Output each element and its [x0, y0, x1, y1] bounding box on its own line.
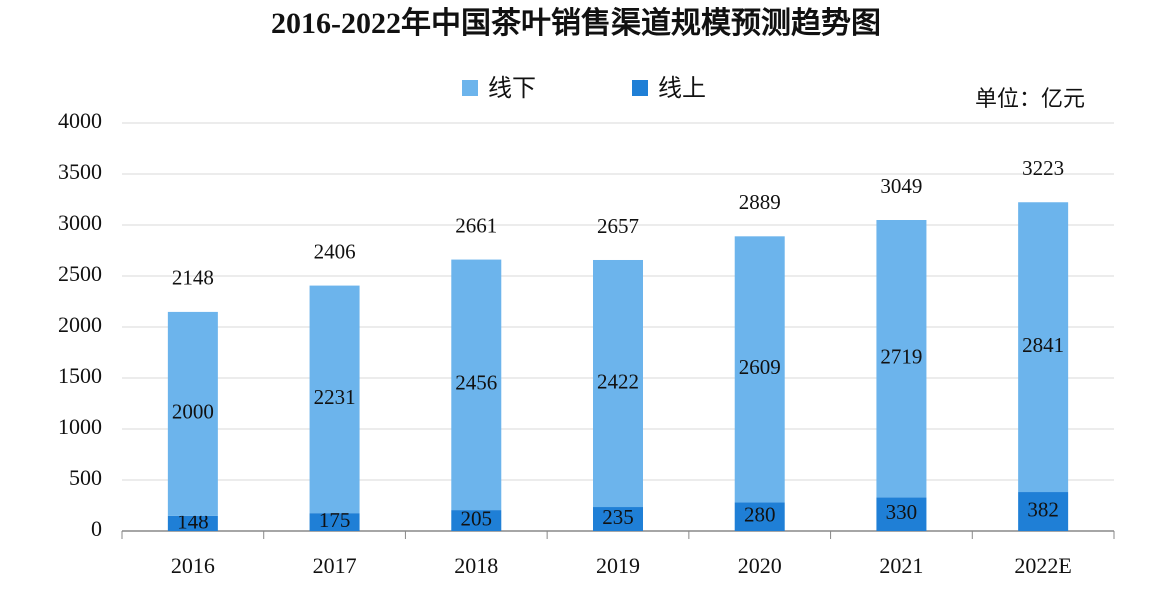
- bar-segment: [309, 513, 360, 531]
- data-label: 2456: [455, 371, 497, 395]
- bar-segment: [451, 259, 502, 511]
- total-label: 2657: [597, 214, 639, 238]
- bar-segment: [309, 285, 360, 514]
- legend-swatch: [632, 80, 648, 96]
- data-label: 205: [461, 506, 493, 530]
- total-label: 3223: [1022, 156, 1064, 180]
- x-tick-label: 2018: [454, 553, 498, 578]
- data-label: 2422: [597, 369, 639, 393]
- y-tick-label: 4000: [58, 108, 102, 133]
- total-label: 2889: [739, 190, 781, 214]
- unit-label: 单位：亿元: [975, 87, 1085, 112]
- data-label: 382: [1027, 497, 1059, 521]
- data-label: 2719: [880, 344, 922, 368]
- y-tick-label: 3500: [58, 159, 102, 184]
- total-label: 2148: [172, 266, 214, 290]
- data-label: 2000: [172, 400, 214, 424]
- bar-segment: [734, 236, 785, 503]
- bar-segment: [593, 507, 643, 531]
- data-label: 2231: [314, 385, 356, 409]
- y-tick-label: 1000: [58, 414, 102, 439]
- y-tick-label: 2500: [58, 261, 102, 286]
- bar-segment: [593, 259, 643, 508]
- total-label: 2406: [314, 239, 356, 263]
- bar-segment: [734, 502, 785, 531]
- x-tick-label: 2017: [313, 553, 357, 578]
- y-tick-label: 3000: [58, 210, 102, 235]
- bar-segment: [1018, 202, 1069, 493]
- x-tick-label: 2016: [171, 553, 215, 578]
- x-tick-label: 2022E: [1014, 553, 1071, 578]
- y-tick-label: 0: [91, 516, 102, 541]
- x-tick-label: 2021: [879, 553, 923, 578]
- bar-segment: [167, 311, 218, 516]
- data-label: 330: [886, 500, 918, 524]
- total-label: 2661: [455, 213, 497, 237]
- y-tick-label: 2000: [58, 312, 102, 337]
- bar-segment: [451, 510, 502, 531]
- data-label: 2609: [739, 355, 781, 379]
- chart-title: 2016-2022年中国茶叶销售渠道规模预测趋势图: [271, 7, 881, 40]
- bar-segment: [167, 515, 218, 531]
- x-tick-label: 2019: [596, 553, 640, 578]
- y-tick-label: 500: [69, 465, 102, 490]
- total-label: 3049: [880, 174, 922, 198]
- bar-segment: [876, 220, 927, 498]
- data-label: 235: [602, 505, 634, 529]
- y-tick-label: 1500: [58, 363, 102, 388]
- x-tick-label: 2020: [738, 553, 782, 578]
- data-label: 2841: [1022, 333, 1064, 357]
- bar-segment: [876, 497, 927, 531]
- legend-swatch: [462, 80, 478, 96]
- legend-label: 线上: [658, 74, 706, 102]
- bar-segment: [1018, 492, 1069, 531]
- legend-label: 线下: [488, 74, 536, 102]
- data-label: 280: [744, 503, 776, 527]
